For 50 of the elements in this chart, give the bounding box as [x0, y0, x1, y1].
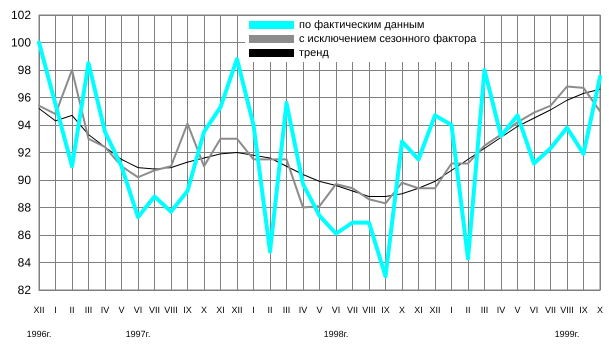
x-tick-label: VII — [544, 305, 556, 315]
x-tick-label: IX — [579, 305, 588, 315]
x-tick-label: V — [316, 305, 323, 315]
legend-label: по фактическим данным — [299, 19, 424, 31]
y-tick-label: 82 — [18, 283, 32, 297]
x-tick-label: V — [118, 305, 125, 315]
y-tick-label: 86 — [18, 228, 32, 242]
y-tick-label: 88 — [18, 200, 32, 214]
y-tick-label: 96 — [18, 90, 32, 104]
x-tick-label: I — [450, 305, 453, 315]
x-tick-label: XII — [231, 305, 243, 315]
category-label: VIII 1999г. — [554, 305, 580, 339]
x-tick-label: I — [54, 305, 57, 315]
x-tick-label: VII — [148, 305, 160, 315]
x-tick-label: I — [252, 305, 255, 315]
y-tick-label: 84 — [18, 256, 32, 270]
x-tick-label: XII — [429, 305, 441, 315]
x-tick-label: V — [514, 305, 521, 315]
y-tick-label: 90 — [18, 173, 32, 187]
x-tick-label: X — [398, 305, 406, 315]
x-tick-label: X — [596, 305, 604, 315]
category-label: VI 1998г. — [324, 305, 348, 339]
x-tick-label: IV — [100, 305, 110, 315]
x-tick-label: II — [465, 305, 471, 315]
x-tick-label: VIII — [164, 305, 178, 315]
x-tick-label: IX — [381, 305, 390, 315]
y-tick-label: 94 — [18, 118, 32, 132]
x-tick-label: IX — [183, 305, 192, 315]
category-label: XII 1996г. — [26, 305, 52, 339]
y-tick-label: 98 — [18, 63, 32, 77]
category-label: VI 1997г. — [126, 305, 150, 339]
y-tick-label: 92 — [18, 146, 32, 160]
x-tick-label: VIII — [362, 305, 376, 315]
x-tick-label: III — [480, 305, 488, 315]
x-tick-label: IV — [496, 305, 506, 315]
x-tick-label: XI — [414, 305, 423, 315]
x-tick-label: XI — [216, 305, 225, 315]
line-series — [38, 88, 600, 197]
x-tick-label: VI — [530, 305, 538, 315]
x-tick-label: III — [282, 305, 290, 315]
x-tick-label: VII — [346, 305, 358, 315]
y-tick-label: 102 — [10, 8, 32, 22]
y-tick-label: 100 — [10, 36, 32, 50]
x-tick-label: IV — [298, 305, 308, 315]
x-tick-label: III — [84, 305, 92, 315]
x-tick-label: II — [267, 305, 273, 315]
x-tick-label: X — [200, 305, 208, 315]
legend-label: тренд — [299, 47, 330, 59]
legend-label: с исключением сезонного фактора — [299, 33, 478, 45]
x-tick-label: II — [69, 305, 75, 315]
